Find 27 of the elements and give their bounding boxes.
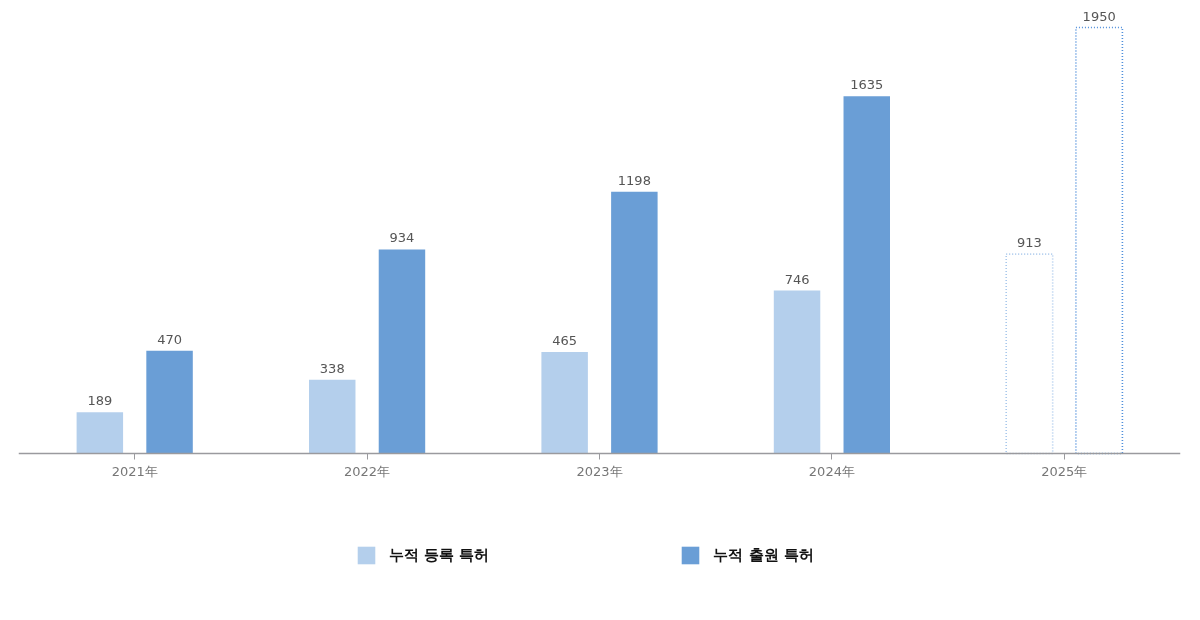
data-label: 338 <box>319 360 345 376</box>
bar <box>1075 26 1124 455</box>
data-label: 1635 <box>850 77 884 93</box>
bar <box>541 351 588 454</box>
legend-label: 누적 등록 특허 <box>389 545 490 565</box>
data-label: 913 <box>1017 235 1042 251</box>
x-tick-label: 2024年 <box>808 463 855 479</box>
bar <box>378 249 426 454</box>
x-tick-label: 2023年 <box>576 463 623 479</box>
data-label: 465 <box>552 332 578 348</box>
data-label: 1950 <box>1082 8 1116 24</box>
bar <box>309 379 356 454</box>
bar <box>1005 253 1054 455</box>
data-label: 934 <box>389 230 415 246</box>
data-label: 189 <box>87 393 113 409</box>
bar <box>611 191 658 454</box>
x-tick-label: 2025年 <box>1041 463 1088 479</box>
data-label: 1198 <box>617 172 651 188</box>
data-label: 470 <box>157 331 182 347</box>
bar <box>146 350 193 454</box>
bar <box>76 412 124 454</box>
x-tick-label: 2022年 <box>344 463 391 479</box>
bar <box>773 290 821 454</box>
bar <box>843 96 890 454</box>
x-tick-label: 2021年 <box>111 463 158 479</box>
data-label: 746 <box>784 271 810 287</box>
legend-label: 누적 출원 특허 <box>713 545 814 565</box>
